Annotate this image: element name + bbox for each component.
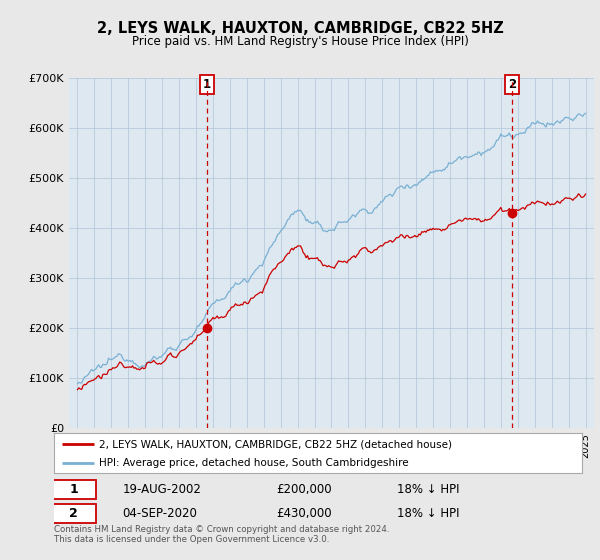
Text: 2: 2: [508, 78, 516, 91]
FancyBboxPatch shape: [52, 480, 96, 498]
Text: 18% ↓ HPI: 18% ↓ HPI: [397, 483, 460, 496]
Text: 18% ↓ HPI: 18% ↓ HPI: [397, 507, 460, 520]
Text: Price paid vs. HM Land Registry's House Price Index (HPI): Price paid vs. HM Land Registry's House …: [131, 35, 469, 48]
Text: 1: 1: [203, 78, 211, 91]
Text: 04-SEP-2020: 04-SEP-2020: [122, 507, 197, 520]
Text: Contains HM Land Registry data © Crown copyright and database right 2024.
This d: Contains HM Land Registry data © Crown c…: [54, 525, 389, 544]
Text: 1: 1: [69, 483, 78, 496]
Text: 2, LEYS WALK, HAUXTON, CAMBRIDGE, CB22 5HZ (detached house): 2, LEYS WALK, HAUXTON, CAMBRIDGE, CB22 5…: [99, 439, 452, 449]
Text: £430,000: £430,000: [276, 507, 331, 520]
FancyBboxPatch shape: [52, 505, 96, 522]
Text: 19-AUG-2002: 19-AUG-2002: [122, 483, 202, 496]
Text: 2, LEYS WALK, HAUXTON, CAMBRIDGE, CB22 5HZ: 2, LEYS WALK, HAUXTON, CAMBRIDGE, CB22 5…: [97, 21, 503, 36]
Text: 2: 2: [69, 507, 78, 520]
Text: £200,000: £200,000: [276, 483, 331, 496]
Text: HPI: Average price, detached house, South Cambridgeshire: HPI: Average price, detached house, Sout…: [99, 458, 409, 468]
